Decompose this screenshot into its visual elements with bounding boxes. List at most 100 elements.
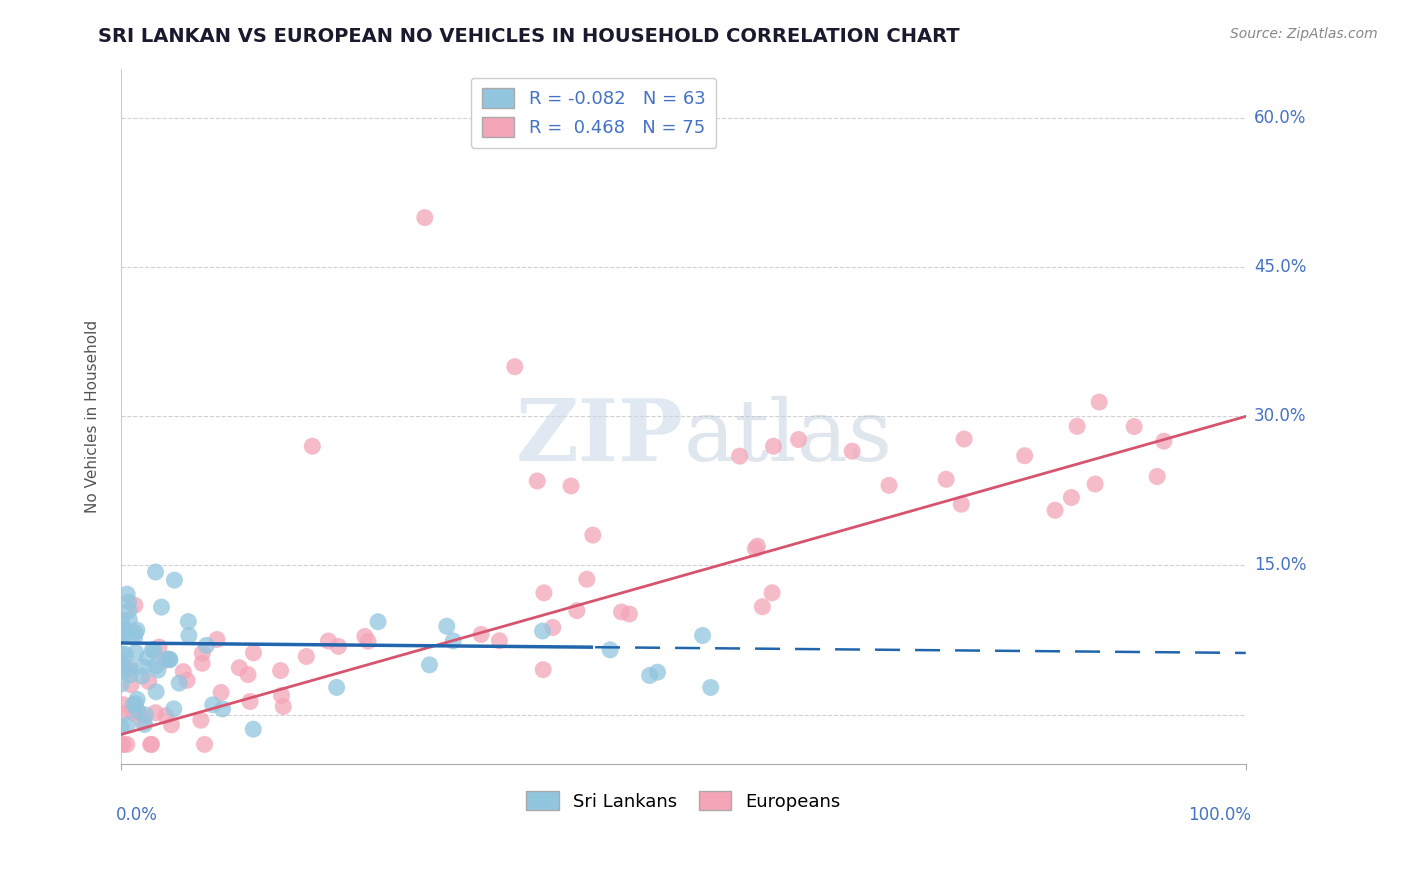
Text: atlas: atlas: [683, 396, 893, 479]
Point: [744, 541, 766, 556]
Text: Source: ZipAtlas.com: Source: ZipAtlas.com: [1230, 27, 1378, 41]
Point: [441, 634, 464, 648]
Text: 45.0%: 45.0%: [1254, 259, 1306, 277]
Point: [692, 628, 714, 642]
Point: [236, 667, 259, 681]
Point: [488, 633, 510, 648]
Point: [163, 573, 186, 587]
Point: [1084, 477, 1107, 491]
Point: [128, 706, 150, 720]
Point: [146, 663, 169, 677]
Point: [163, 702, 186, 716]
Point: [141, 738, 163, 752]
Point: [301, 439, 323, 453]
Point: [205, 632, 228, 647]
Text: ZIP: ZIP: [516, 395, 683, 479]
Point: [124, 631, 146, 645]
Point: [134, 707, 156, 722]
Point: [418, 657, 440, 672]
Point: [167, 676, 190, 690]
Point: [877, 478, 900, 492]
Point: [787, 433, 810, 447]
Point: [122, 698, 145, 712]
Point: [156, 652, 179, 666]
Point: [111, 738, 134, 752]
Point: [114, 627, 136, 641]
Point: [647, 665, 669, 680]
Point: [136, 651, 159, 665]
Point: [118, 603, 141, 617]
Text: SRI LANKAN VS EUROPEAN NO VEHICLES IN HOUSEHOLD CORRELATION CHART: SRI LANKAN VS EUROPEAN NO VEHICLES IN HO…: [98, 27, 960, 45]
Point: [177, 628, 200, 642]
Point: [124, 598, 146, 612]
Point: [211, 702, 233, 716]
Point: [747, 539, 769, 553]
Point: [131, 669, 153, 683]
Y-axis label: No Vehicles in Household: No Vehicles in Household: [86, 320, 100, 513]
Point: [132, 660, 155, 674]
Point: [145, 685, 167, 699]
Point: [112, 625, 135, 640]
Text: 100.0%: 100.0%: [1188, 806, 1251, 824]
Point: [190, 713, 212, 727]
Point: [111, 698, 134, 712]
Point: [503, 359, 526, 374]
Point: [110, 647, 132, 661]
Point: [125, 704, 148, 718]
Point: [1088, 395, 1111, 409]
Point: [531, 663, 554, 677]
Point: [132, 715, 155, 730]
Point: [153, 653, 176, 667]
Point: [159, 653, 181, 667]
Point: [172, 665, 194, 679]
Text: 0.0%: 0.0%: [115, 806, 157, 824]
Point: [533, 586, 555, 600]
Text: 30.0%: 30.0%: [1254, 408, 1306, 425]
Point: [110, 721, 132, 735]
Point: [1014, 449, 1036, 463]
Point: [139, 738, 162, 752]
Point: [531, 624, 554, 638]
Point: [110, 613, 132, 627]
Point: [145, 658, 167, 673]
Point: [160, 718, 183, 732]
Point: [111, 628, 134, 642]
Text: 15.0%: 15.0%: [1254, 557, 1306, 574]
Point: [619, 607, 641, 621]
Point: [228, 661, 250, 675]
Point: [134, 717, 156, 731]
Point: [599, 643, 621, 657]
Point: [841, 444, 863, 458]
Point: [159, 652, 181, 666]
Point: [239, 694, 262, 708]
Point: [138, 674, 160, 689]
Point: [638, 668, 661, 682]
Point: [328, 640, 350, 654]
Point: [145, 706, 167, 720]
Point: [270, 689, 292, 703]
Point: [209, 685, 232, 699]
Point: [575, 572, 598, 586]
Point: [124, 697, 146, 711]
Point: [953, 432, 976, 446]
Point: [177, 615, 200, 629]
Point: [699, 681, 721, 695]
Point: [565, 604, 588, 618]
Text: 60.0%: 60.0%: [1254, 109, 1306, 128]
Point: [761, 586, 783, 600]
Point: [413, 211, 436, 225]
Point: [115, 738, 138, 752]
Point: [118, 660, 141, 674]
Point: [145, 565, 167, 579]
Point: [470, 627, 492, 641]
Point: [191, 646, 214, 660]
Point: [115, 587, 138, 601]
Point: [127, 692, 149, 706]
Point: [142, 642, 165, 657]
Point: [155, 708, 177, 723]
Point: [728, 449, 751, 463]
Point: [122, 706, 145, 720]
Point: [270, 664, 292, 678]
Point: [242, 646, 264, 660]
Point: [1060, 491, 1083, 505]
